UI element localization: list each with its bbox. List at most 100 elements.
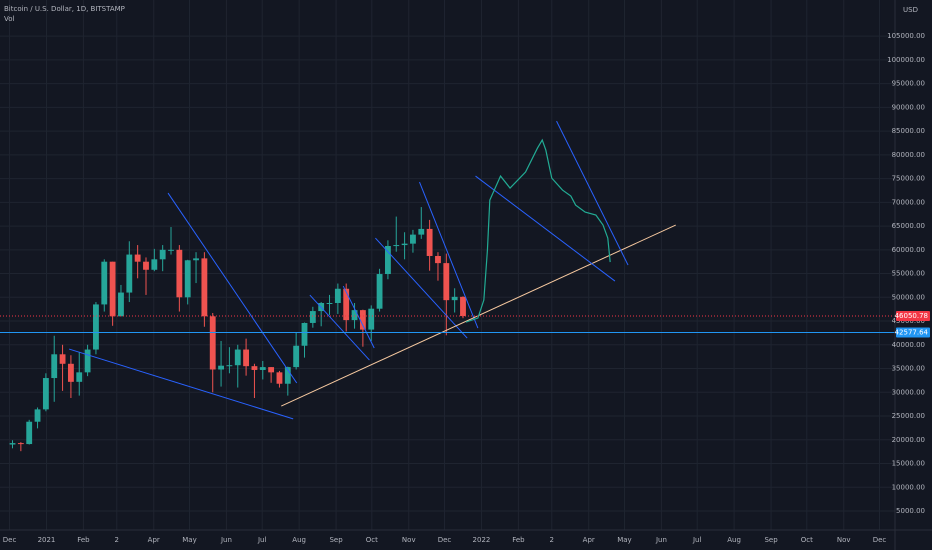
candle-body [268,367,275,373]
candle-body [101,261,108,305]
x-tick-label: Jul [257,536,267,544]
x-tick-label: Dec [3,536,17,544]
candle-body [118,292,124,317]
x-tick-label: May [182,536,196,544]
candle-body [243,349,250,367]
trend-line [556,120,629,266]
y-tick-label: 15000.00 [892,460,925,468]
trend-line [167,192,298,384]
candle-body [159,249,166,260]
candle-body [284,367,291,384]
candle-body [184,260,191,298]
trend-line [419,181,479,329]
candle-body [393,245,400,247]
y-tick-label: 5000.00 [896,507,925,515]
candle-body [259,367,266,370]
trend-line [475,175,616,282]
y-tick-label: 105000.00 [887,32,925,40]
y-tick-label: 65000.00 [892,222,925,230]
candle-body [109,261,116,317]
x-tick-label: Oct [801,536,813,544]
y-tick-label: 100000.00 [887,56,925,64]
x-tick-label: Dec [873,536,887,544]
y-tick-label: 50000.00 [892,293,925,301]
trend-line [309,294,370,361]
plot [0,120,895,452]
trend-line [375,237,468,339]
x-tick-label: Sep [764,536,778,544]
candle-body [168,249,174,251]
x-tick-label: Jun [220,536,232,544]
candle-body [67,363,74,382]
y-tick-label: 30000.00 [892,388,925,396]
y-tick-label: 60000.00 [892,246,925,254]
price-tag-label: 46050.78 [895,312,928,320]
chart-title: Bitcoin / U.S. Dollar, 1D, BITSTAMP [4,5,125,13]
y-tick-label: 40000.00 [892,341,925,349]
candle-body [451,296,458,301]
y-tick-label: 90000.00 [892,103,925,111]
y-tick-label: 75000.00 [892,175,925,183]
candle-body [251,366,258,370]
y-tick-label: 25000.00 [892,412,925,420]
y-tick-label: 95000.00 [892,80,925,88]
y-tick-label: 10000.00 [892,483,925,491]
candle-body [401,243,408,246]
candle-body [234,349,241,366]
candle-body [151,259,158,270]
candle-body [384,246,391,275]
candle-body [351,310,358,321]
axes: 5000.00 10000.00 15000.00 20000.00 25000.00 3… [3,32,930,544]
currency-label: USD [903,6,918,14]
candle-body [76,372,83,382]
x-tick-label: Jul [692,536,702,544]
trend-line [342,285,375,349]
x-tick-label: Sep [329,536,343,544]
y-tick-label: 35000.00 [892,365,925,373]
candle-body [226,365,233,367]
y-tick-label: 55000.00 [892,270,925,278]
candle-body [418,228,425,235]
x-tick-label: Aug [727,536,741,544]
candle-body [359,310,366,330]
candle-body [143,261,149,270]
price-tag [896,311,930,322]
candle-body [42,378,49,410]
x-tick-label: 2022 [473,536,491,544]
x-tick-label: Nov [402,536,416,544]
candle-body [334,288,341,304]
candle-body [134,254,141,262]
x-tick-label: Apr [583,536,595,544]
x-tick-label: Oct [366,536,378,544]
candle-body [309,311,316,323]
candle-body [51,354,58,379]
candle-body [84,349,91,373]
candle-body [293,345,300,368]
projection-curve [465,138,611,323]
candle-body [126,254,133,293]
x-tick-label: May [617,536,631,544]
y-tick-label: 20000.00 [892,436,925,444]
candle-body [176,249,183,298]
x-tick-label: Feb [512,536,525,544]
x-tick-label: 2 [115,536,119,544]
price-tag-label: 42577.64 [895,329,929,337]
x-tick-label: Dec [438,536,452,544]
candle-body [193,258,199,261]
candle-body [426,228,433,256]
candle-body [326,303,333,305]
x-tick-label: Aug [292,536,306,544]
candle-body [460,296,466,317]
x-tick-label: Nov [837,536,851,544]
candle-body [201,258,208,317]
y-tick-label: 80000.00 [892,151,925,159]
x-tick-label: Apr [148,536,160,544]
y-tick-label: 70000.00 [892,198,925,206]
x-tick-label: Feb [77,536,90,544]
volume-label: Vol [4,15,15,23]
x-tick-label: 2 [550,536,554,544]
price-tag [896,327,930,338]
